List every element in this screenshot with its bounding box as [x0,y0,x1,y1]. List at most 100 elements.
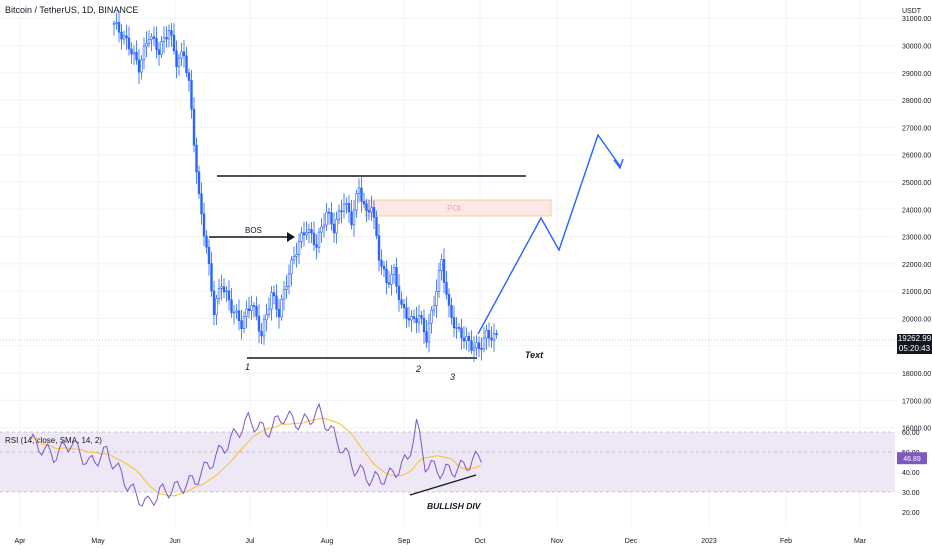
candle-body-123 [420,315,423,319]
projection-arrowhead [613,158,624,170]
candle-body-0 [112,23,116,25]
candle-body-112 [392,267,396,276]
swing-label-2: 2 [415,364,421,374]
candle-body-91 [340,210,343,213]
candle-body-34 [197,171,201,195]
candle-body-80 [312,232,316,245]
candle-body-92 [342,203,346,212]
candle-body-126 [427,322,431,343]
candle-body-35 [200,193,203,215]
candle-body-45 [225,290,228,293]
candle-body-33 [195,144,198,173]
candle-body-72 [292,256,296,261]
candle-body-95 [350,211,353,226]
candle-body-47 [230,299,233,313]
candle-body-50 [237,310,241,322]
grid-lines [0,0,895,526]
poi-label: POI [447,204,461,213]
price-tick-4: 27000.00 [902,125,931,132]
candle-body-96 [352,209,356,226]
candle-body-144 [472,347,476,351]
candle-body-19 [160,41,163,55]
candle-body-70 [287,273,291,287]
symbol-title[interactable]: Bitcoin / TetherUS, 1D, BINANCE [5,5,139,15]
candle-body-111 [390,274,393,285]
time-tick-2: Jun [169,538,180,545]
candle-body-5 [125,35,128,39]
price-tick-11: 20000.00 [902,317,931,324]
candle-body-60 [262,319,266,337]
candle-body-148 [482,337,486,350]
candle-body-110 [387,282,391,285]
candle-body-65 [275,295,278,310]
candle-body-102 [367,210,371,213]
candle-body-53 [245,308,248,317]
candle-body-121 [415,318,418,323]
candle-body-140 [462,337,466,342]
price-tick-15: 16000.00 [902,426,931,433]
candle-body-55 [250,305,253,312]
candle-body-66 [277,308,281,318]
price-axis[interactable]: 31000.00 30000.00 29000.00 28000.00 27000.00… [902,16,931,433]
candle-body-93 [345,202,348,205]
candle-body-86 [327,211,331,214]
candle-body-14 [147,39,151,44]
rsi-tick-2: 40.00 [902,470,920,477]
candle-body-1 [115,22,118,24]
rsi-value-label: 46.89 [903,456,921,463]
bos-arrow[interactable] [209,232,295,242]
candle-body-97 [355,193,358,211]
rsi-band [0,432,895,492]
time-axis[interactable]: Apr May Jun Jul Aug Sep Oct Nov Dec 2023 Feb Mar [15,538,867,545]
candle-body-89 [335,218,338,234]
rsi-tick-4: 20.00 [902,510,920,517]
candle-body-145 [475,342,478,349]
candle-body-118 [407,318,411,321]
candle-body-130 [437,270,441,292]
candle-body-23 [170,30,173,36]
time-tick-9: 2023 [701,538,717,545]
rsi-label[interactable]: RSI (14, close, SMA, 14, 2) [5,436,102,445]
rsi-ma-line [29,417,482,497]
candle-body-42 [217,288,221,299]
candle-body-77 [305,232,308,236]
price-tick-6: 25000.00 [902,180,931,187]
candle-body-25 [175,50,178,68]
candle-body-143 [470,340,473,351]
candle-body-75 [300,232,303,242]
candle-body-7 [130,48,133,55]
candle-body-62 [267,308,271,315]
candle-body-24 [172,34,176,52]
candle-body-46 [227,290,231,301]
candle-body-116 [402,304,406,309]
bullish-div-line[interactable] [409,474,477,496]
candle-body-124 [422,317,426,333]
candle-body-29 [185,55,188,74]
time-tick-11: Mar [854,538,867,545]
rsi-tick-0: 60.00 [902,430,920,437]
time-tick-0: Apr [15,538,27,545]
candle-body-18 [157,49,161,55]
candle-body-21 [165,37,168,40]
candle-body-37 [205,235,208,248]
candle-body-30 [187,72,191,81]
candle-body-74 [297,241,301,255]
poi-zone[interactable] [364,199,552,217]
candle-body-85 [325,211,328,226]
text-note: Text [525,350,544,360]
candle-body-99 [360,187,363,202]
candle-body-127 [430,309,433,324]
swing-label-1: 1 [245,362,250,372]
projection-path[interactable] [477,133,621,335]
candle-body-15 [150,36,153,40]
candle-body-31 [190,80,193,110]
swing-label-3: 3 [450,372,455,382]
candle-body-38 [207,246,211,264]
candle-body-32 [192,108,196,146]
candle-body-94 [347,202,351,213]
candle-body-98 [357,187,361,194]
countdown-value: 05:20:43 [898,344,931,353]
